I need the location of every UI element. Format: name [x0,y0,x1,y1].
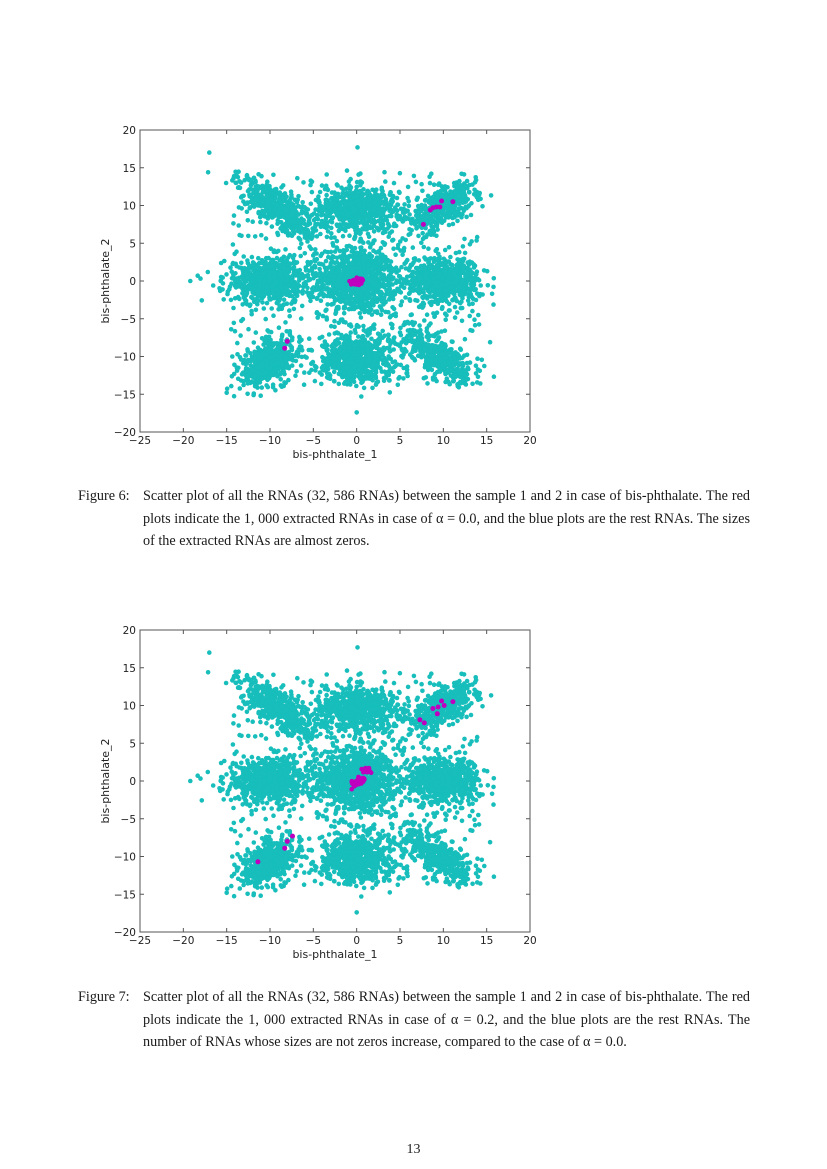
y-tick-label: 5 [129,738,136,750]
y-tick-label: 15 [123,663,136,675]
x-tick-label: 15 [480,435,493,447]
y-tick-label: 10 [123,201,136,213]
y-tick-label: −20 [114,427,136,439]
x-tick-label: 0 [353,435,360,447]
y-tick-label: 5 [129,238,136,250]
y-axis-label: bis-phthalate_2 [99,738,112,823]
scatter-plot-svg: −25 −20 −15 −10 −5 0 5 10 15 2020151050−5−10−15−2… [99,625,537,961]
y-tick-label: 0 [129,276,136,288]
caption-text: Scatter plot of all the RNAs (32, 586 RN… [143,989,750,1050]
x-tick-label: −25 [129,435,151,447]
x-tick-label: −10 [259,435,281,447]
x-tick-label: 20 [523,435,536,447]
x-axis-label: bis-phthalate_1 [292,948,377,961]
x-tick-label: 5 [397,935,404,947]
x-tick-label: −5 [306,435,321,447]
caption-text: Scatter plot of all the RNAs (32, 586 RN… [143,488,750,549]
x-tick-label: 10 [437,435,450,447]
y-tick-label: −15 [114,389,136,401]
x-tick-label: −25 [129,935,151,947]
y-tick-label: −5 [121,814,136,826]
y-tick-label: −10 [114,852,136,864]
x-tick-label: −10 [259,935,281,947]
figure-6-caption: Figure 6: Scatter plot of all the RNAs (… [78,485,750,553]
plot-points [188,145,497,415]
y-tick-label: 0 [129,776,136,788]
y-tick-label: 15 [123,163,136,175]
figure-7-scatter-plot: −25 −20 −15 −10 −5 0 5 10 15 20 20 15 10 5 0 −5 −10 −15 −2… [95,622,545,962]
x-tick-label: 5 [397,435,404,447]
figure-label: Figure 6: [78,488,130,504]
y-tick-label: −15 [114,889,136,901]
y-axis-label: bis-phthalate_2 [99,238,112,323]
x-tick-label: −15 [216,435,238,447]
y-tick-label: 20 [123,125,136,137]
y-tick-label: −20 [114,927,136,939]
x-tick-label: −5 [306,935,321,947]
x-tick-label: −20 [172,935,194,947]
x-tick-label: −20 [172,435,194,447]
y-tick-label: −5 [121,314,136,326]
y-tick-label: 10 [123,701,136,713]
y-tick-label: −10 [114,352,136,364]
x-tick-label: 20 [523,935,536,947]
x-tick-label: −15 [216,935,238,947]
x-axis-label: bis-phthalate_1 [292,448,377,461]
x-tick-label: 0 [353,935,360,947]
y-tick-label: 20 [123,625,136,637]
x-tick-label: 10 [437,935,450,947]
x-tick-label: 15 [480,935,493,947]
figure-label: Figure 7: [78,989,130,1005]
scatter-plot-svg: −25 −20 −15 −10 −5 0 5 10 15 2020151050−5−10−15−2… [99,125,537,461]
plot-points [188,645,497,915]
figure-7-caption: Figure 7: Scatter plot of all the RNAs (… [78,986,750,1054]
figure-6-scatter-plot: −25 −20 −15 −10 −5 0 5 10 15 20 20 15 10 5 0 −5 −10 −15 −2… [95,122,545,462]
page-number: 13 [406,1142,421,1157]
